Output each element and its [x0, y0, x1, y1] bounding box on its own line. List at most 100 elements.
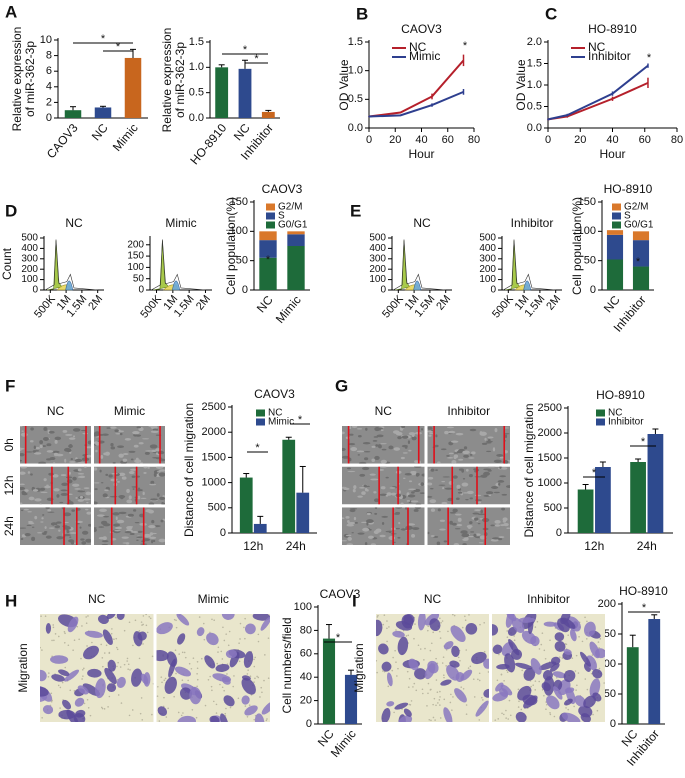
cell — [586, 655, 597, 671]
texture — [444, 487, 453, 490]
texture — [160, 676, 163, 678]
texture — [21, 492, 28, 496]
texture — [117, 445, 124, 449]
texture — [56, 536, 64, 540]
texture — [38, 461, 47, 464]
y-tick-label: 100 — [578, 225, 596, 237]
cell — [74, 709, 86, 718]
texture — [426, 705, 428, 707]
cell — [87, 668, 102, 678]
texture — [442, 656, 445, 658]
texture — [571, 657, 574, 659]
texture — [462, 478, 466, 480]
texture — [115, 516, 118, 521]
texture — [53, 639, 55, 642]
texture — [416, 473, 420, 477]
texture — [124, 437, 132, 441]
texture — [115, 616, 117, 619]
texture — [212, 700, 215, 703]
texture — [63, 525, 71, 530]
texture — [404, 473, 412, 476]
texture — [385, 476, 389, 479]
texture — [383, 614, 386, 616]
texture — [97, 514, 105, 517]
texture — [408, 677, 411, 680]
texture — [86, 645, 88, 647]
texture — [397, 667, 399, 670]
texture — [363, 450, 371, 453]
bar-segment — [606, 230, 624, 235]
texture — [253, 681, 255, 683]
texture — [498, 536, 505, 539]
texture — [265, 719, 268, 722]
texture — [492, 447, 496, 451]
y-axis-label: Cell numbers/field — [280, 617, 294, 713]
y-axis-label: OD Value — [514, 59, 528, 110]
texture — [54, 633, 57, 635]
texture — [115, 637, 118, 640]
cell — [492, 624, 499, 636]
legend-label: NC — [409, 40, 427, 54]
texture — [473, 533, 477, 538]
x-tick-label: 40 — [606, 134, 618, 146]
texture — [430, 719, 432, 722]
texture — [31, 536, 36, 541]
texture — [366, 512, 371, 516]
texture — [449, 701, 452, 704]
texture — [472, 512, 480, 515]
texture — [134, 619, 137, 622]
texture — [41, 517, 44, 520]
texture — [386, 492, 392, 496]
texture — [454, 513, 462, 516]
column-label: Mimic — [198, 592, 229, 606]
texture — [225, 633, 228, 635]
texture — [567, 634, 569, 637]
texture — [381, 448, 387, 451]
texture — [545, 703, 548, 706]
y-tick-label: 50 — [604, 688, 616, 700]
cell — [225, 649, 238, 659]
x-tick-label: 500K — [380, 293, 406, 321]
significance-label: * — [463, 40, 468, 52]
texture — [472, 678, 475, 680]
texture — [221, 658, 224, 660]
significance-label: * — [641, 436, 646, 448]
chart-title: Mimic — [165, 216, 196, 230]
texture — [144, 451, 150, 455]
cell — [583, 695, 597, 709]
texture — [120, 496, 124, 500]
texture — [346, 467, 352, 470]
texture — [357, 454, 361, 456]
x-tick-label: 2M — [544, 293, 563, 312]
texture — [462, 450, 470, 455]
texture — [487, 671, 489, 673]
texture — [149, 536, 157, 539]
texture — [474, 517, 479, 521]
cell — [511, 617, 525, 633]
texture — [540, 643, 543, 646]
texture — [474, 509, 482, 512]
texture — [465, 704, 468, 706]
legend-label: NC — [268, 408, 282, 419]
cell — [133, 631, 143, 647]
texture — [145, 624, 148, 627]
chart-title: HO-8910 — [619, 584, 668, 598]
texture — [156, 452, 159, 455]
texture — [222, 626, 224, 629]
y-tick-label: 500 — [479, 233, 496, 244]
y-tick-label: 100 — [479, 274, 496, 285]
texture — [501, 493, 508, 496]
texture — [407, 634, 410, 637]
texture — [156, 466, 164, 469]
texture — [257, 676, 260, 679]
texture — [493, 491, 500, 494]
micrograph — [376, 614, 489, 722]
cell — [58, 669, 70, 677]
y-tick-label: 0 — [242, 284, 248, 296]
texture — [136, 539, 139, 541]
texture — [494, 719, 497, 721]
texture — [113, 638, 115, 641]
x-tick-label: 40 — [415, 134, 427, 146]
texture — [60, 474, 67, 477]
